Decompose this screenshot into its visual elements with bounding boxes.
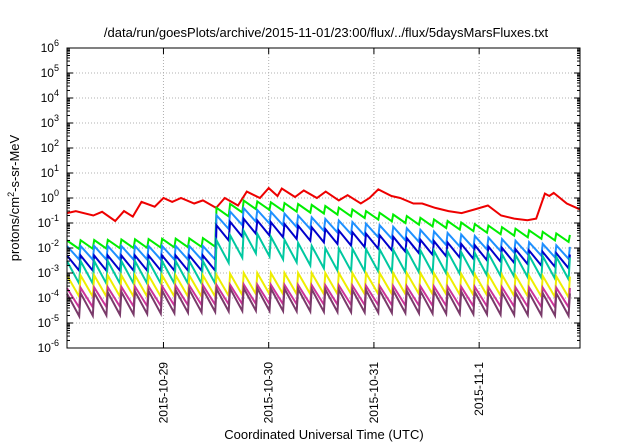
y-tick-label: 10-5 [38,313,59,330]
y-axis-label-rest: -s-sr-MeV [7,134,22,191]
series-line-3 [66,205,571,263]
x-axis: 2015-10-29 2015-10-30 2015-10-31 2015-11-1 [156,48,486,423]
y-tick-label: 10-6 [38,338,59,355]
series-line-8 [66,284,571,320]
y-tick-label: 100 [41,188,59,205]
y-tick-label: 103 [41,113,59,130]
y-tick-label: 105 [41,63,59,80]
chart-title: /data/run/goesPlots/archive/2015-11-01/2… [104,25,549,40]
y-tick-label: 10-4 [38,288,59,305]
y-tick-label: 10-1 [38,213,59,230]
x-tick-label: 2015-10-29 [156,362,170,424]
y-tick-label: 10-2 [38,238,59,255]
x-tick-label: 2015-10-30 [262,362,276,424]
y-axis: 10-6 10-5 10-4 10-3 10-2 10-1 100 101 102 103 104 1… [38,38,580,355]
x-axis-label: Coordinated Universal Time (UTC) [224,427,423,442]
y-tick-label: 102 [41,138,59,155]
y-axis-label-sup: 2 [6,192,16,197]
x-tick-label: 2015-11-1 [472,362,486,416]
y-axis-label: protons/cm2-s-sr-MeV [6,134,22,261]
series-line-5 [66,227,571,288]
series-line-1 [66,186,581,223]
y-tick-label: 104 [41,88,59,105]
x-tick-label: 2015-10-31 [367,362,381,424]
y-tick-label: 106 [41,38,59,55]
y-axis-label-base: protons/cm [7,197,22,261]
series-line-2 [66,198,571,251]
series-group [66,186,581,320]
y-tick-label: 10-3 [38,263,59,280]
y-tick-label: 101 [41,163,59,180]
